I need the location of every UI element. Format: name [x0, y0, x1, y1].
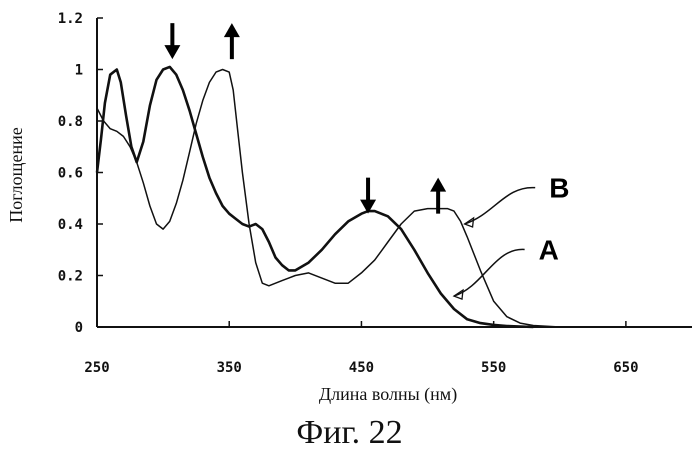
x-tick-label: 450 — [349, 360, 374, 376]
chart-axes — [97, 18, 692, 327]
y-tick-label: 0 — [75, 320, 83, 336]
y-tick-label: 1 — [75, 63, 83, 79]
y-tick-label: 1.2 — [58, 11, 83, 27]
series-label-b: B — [549, 173, 569, 204]
arrow-down-icon — [164, 23, 180, 59]
leader-line-b — [465, 188, 536, 224]
x-tick-label: 350 — [217, 360, 242, 376]
x-tick-label: 550 — [481, 360, 506, 376]
x-axis-label: Длина волны (нм) — [319, 384, 457, 405]
x-tick-label: 250 — [84, 360, 109, 376]
y-tick-label: 0.8 — [58, 114, 83, 130]
chart-annotations: BA — [164, 23, 569, 299]
series-label-a: A — [539, 234, 559, 265]
y-tick-label: 0.2 — [58, 269, 83, 285]
series-line-b — [97, 70, 560, 328]
y-tick-label: 0.6 — [58, 166, 83, 182]
figure-caption: Фиг. 22 — [0, 414, 699, 452]
arrow-up-icon — [224, 23, 240, 59]
y-tick-label: 0.4 — [58, 217, 83, 233]
x-tick-label: 650 — [613, 360, 638, 376]
arrow-down-icon — [360, 178, 376, 214]
chart-series — [97, 67, 560, 327]
leader-line-a — [454, 249, 525, 296]
y-axis-label: Поглощение — [6, 127, 26, 223]
